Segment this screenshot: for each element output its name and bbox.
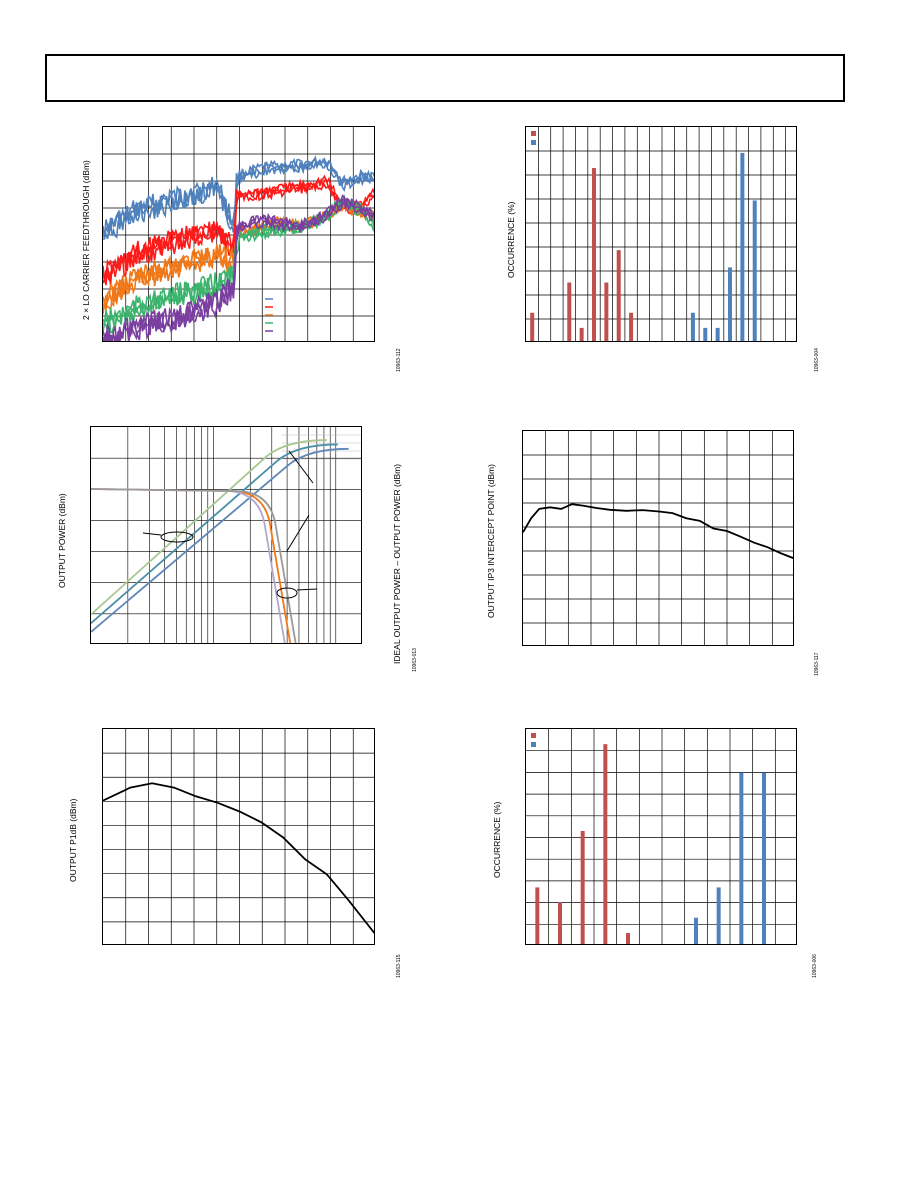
bar	[728, 267, 732, 341]
bar	[558, 902, 562, 944]
power-curve	[91, 439, 327, 616]
bar	[579, 327, 584, 341]
power-curve	[91, 447, 349, 633]
output-power-ylabel-right: IDEAL OUTPUT POWER – OUTPUT POWER (dBm)	[392, 463, 402, 664]
series-line	[103, 199, 374, 334]
occurrence-top-plot	[525, 126, 797, 342]
series-line	[103, 181, 374, 286]
bar	[716, 887, 721, 944]
occurrence-bottom-ylabel: OCCURRENCE (%)	[492, 801, 502, 879]
compression-curve	[91, 488, 286, 643]
p1db-ylabel: OUTPUT P1dB (dBm)	[68, 798, 78, 882]
legend-swatch	[531, 140, 536, 145]
bar	[715, 327, 720, 341]
series-group-ellipse	[160, 531, 194, 543]
arrow-line	[142, 532, 162, 536]
bar	[740, 152, 745, 341]
arrow-line	[296, 588, 318, 591]
lo-feedthrough-ylabel: 2 × LO CARRIER FEEDTHROUGH (dBm)	[81, 160, 91, 320]
bar	[629, 312, 634, 341]
bar	[535, 887, 540, 944]
occurrence-bottom-plot	[525, 728, 797, 945]
output-power-fig-id: 10963-013	[412, 648, 418, 672]
series-group-ellipse	[276, 587, 298, 599]
output-power-ylabel: OUTPUT POWER (dBm)	[57, 493, 67, 588]
bar	[626, 932, 630, 944]
bar	[580, 830, 585, 944]
bar	[616, 250, 621, 341]
output-power-svg	[91, 427, 361, 643]
legend-swatch	[531, 131, 536, 136]
occurrence-bottom-svg	[526, 729, 796, 944]
callout-line	[288, 450, 314, 484]
bar	[694, 917, 698, 944]
series-line	[103, 199, 374, 341]
output-power-plot	[90, 426, 362, 644]
bar	[739, 772, 744, 944]
series-line	[103, 782, 374, 935]
compression-curve	[91, 488, 297, 643]
series-line	[103, 160, 374, 240]
bar	[603, 744, 608, 944]
oip3-ylabel: OUTPUT IP3 INTERCEPT POINT (dBm)	[486, 464, 496, 618]
series-line	[523, 503, 793, 559]
bar	[752, 200, 757, 341]
occurrence-bottom-fig-id: 10963-006	[812, 954, 818, 978]
lo-feedthrough-fig-id: 10963-112	[396, 348, 402, 372]
bar	[762, 772, 766, 944]
bar	[604, 282, 609, 341]
occurrence-top-fig-id: 10963-004	[814, 348, 820, 372]
oip3-svg	[523, 431, 793, 645]
series-line	[103, 198, 374, 341]
occurrence-top-ylabel: OCCURRENCE (%)	[506, 201, 516, 279]
bar	[703, 327, 708, 341]
lo-feedthrough-svg	[103, 127, 374, 341]
p1db-plot	[102, 728, 375, 945]
page-header-box	[45, 54, 845, 102]
p1db-fig-id: 10963-115	[396, 954, 402, 978]
bar	[690, 312, 695, 341]
p1db-svg	[103, 729, 374, 944]
oip3-plot	[522, 430, 794, 646]
legend-swatch	[531, 733, 536, 738]
callout-line	[286, 514, 310, 552]
power-curve	[91, 443, 338, 624]
series-line	[103, 177, 374, 281]
bar	[530, 312, 535, 341]
bar	[567, 282, 572, 341]
oip3-fig-id: 10963-117	[814, 652, 820, 676]
series-line	[103, 158, 374, 240]
occurrence-top-svg	[526, 127, 796, 341]
lo-feedthrough-plot	[102, 126, 375, 342]
bar	[592, 168, 596, 341]
legend-swatch	[531, 742, 536, 747]
